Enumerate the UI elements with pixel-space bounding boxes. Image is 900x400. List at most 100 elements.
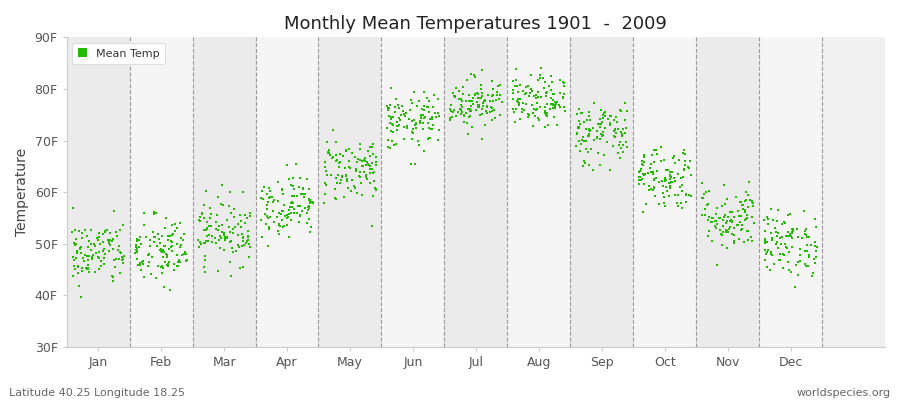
Point bbox=[108, 264, 122, 270]
Point bbox=[414, 115, 428, 121]
Point bbox=[657, 200, 671, 206]
Point bbox=[272, 222, 286, 228]
Point bbox=[388, 109, 402, 115]
Point bbox=[547, 114, 562, 120]
Point bbox=[132, 237, 147, 243]
Point bbox=[369, 154, 383, 160]
Point bbox=[484, 117, 499, 124]
Point bbox=[663, 169, 678, 175]
Point bbox=[664, 169, 679, 176]
Point bbox=[233, 212, 248, 218]
Point bbox=[540, 101, 554, 107]
Point bbox=[700, 201, 715, 207]
Point bbox=[74, 244, 88, 250]
Point bbox=[634, 177, 648, 183]
Point bbox=[522, 93, 536, 99]
Point bbox=[357, 157, 372, 163]
Point bbox=[682, 158, 697, 164]
Point bbox=[84, 227, 98, 233]
Point bbox=[746, 219, 760, 226]
Point bbox=[135, 259, 149, 265]
Point bbox=[594, 107, 608, 114]
Point bbox=[616, 142, 630, 148]
Point bbox=[72, 283, 86, 290]
Point bbox=[104, 242, 118, 248]
Point bbox=[200, 226, 214, 232]
Point bbox=[454, 98, 469, 104]
Point bbox=[236, 238, 250, 244]
Point bbox=[717, 212, 732, 218]
Point bbox=[773, 256, 788, 263]
Point bbox=[515, 106, 529, 112]
Point bbox=[349, 159, 364, 166]
Point bbox=[332, 160, 347, 166]
Point bbox=[104, 238, 119, 244]
Point bbox=[491, 83, 506, 89]
Point bbox=[389, 140, 403, 147]
Point bbox=[581, 109, 596, 115]
Point bbox=[474, 110, 489, 117]
Point bbox=[292, 212, 307, 218]
Point bbox=[533, 72, 547, 78]
Point bbox=[274, 186, 289, 192]
Bar bbox=[67, 37, 130, 347]
Point bbox=[410, 102, 425, 109]
Point bbox=[167, 221, 182, 227]
Point bbox=[550, 98, 564, 105]
Point bbox=[784, 244, 798, 250]
Point bbox=[217, 230, 231, 236]
Point bbox=[421, 136, 436, 142]
Point bbox=[716, 223, 730, 229]
Point bbox=[220, 234, 235, 241]
Point bbox=[715, 232, 729, 238]
Point bbox=[261, 195, 275, 201]
Point bbox=[287, 192, 302, 199]
Point bbox=[383, 116, 398, 122]
Point bbox=[662, 182, 677, 189]
Point bbox=[168, 227, 183, 234]
Point bbox=[726, 237, 741, 244]
Point bbox=[602, 113, 616, 119]
Point bbox=[165, 232, 179, 238]
Point bbox=[337, 194, 351, 200]
Point bbox=[303, 224, 318, 230]
Point bbox=[414, 113, 428, 119]
Point bbox=[553, 77, 567, 84]
Point bbox=[280, 215, 294, 221]
Point bbox=[67, 273, 81, 280]
Point bbox=[81, 262, 95, 269]
Point bbox=[261, 224, 275, 230]
Point bbox=[292, 184, 306, 190]
Point bbox=[177, 231, 192, 238]
Point bbox=[173, 220, 187, 226]
Point bbox=[199, 238, 213, 244]
Point bbox=[763, 206, 778, 212]
Point bbox=[156, 247, 170, 253]
Point bbox=[633, 173, 647, 180]
Point bbox=[104, 272, 119, 279]
Point bbox=[572, 148, 587, 154]
Point bbox=[266, 219, 281, 226]
Point bbox=[456, 112, 471, 118]
Point bbox=[154, 248, 168, 254]
Point bbox=[471, 102, 485, 108]
Point bbox=[143, 237, 157, 243]
Point bbox=[284, 210, 299, 216]
Point bbox=[92, 248, 106, 255]
Point bbox=[614, 145, 628, 152]
Point bbox=[338, 165, 352, 171]
Point bbox=[609, 130, 624, 136]
Point bbox=[241, 234, 256, 240]
Point bbox=[79, 233, 94, 239]
Point bbox=[646, 185, 661, 192]
Point bbox=[570, 130, 584, 136]
Point bbox=[720, 217, 734, 224]
Point bbox=[277, 202, 292, 208]
Point bbox=[227, 214, 241, 220]
Point bbox=[157, 249, 171, 255]
Point bbox=[713, 214, 727, 221]
Point bbox=[734, 199, 748, 205]
Point bbox=[198, 226, 212, 233]
Point bbox=[266, 194, 280, 200]
Point bbox=[715, 242, 729, 248]
